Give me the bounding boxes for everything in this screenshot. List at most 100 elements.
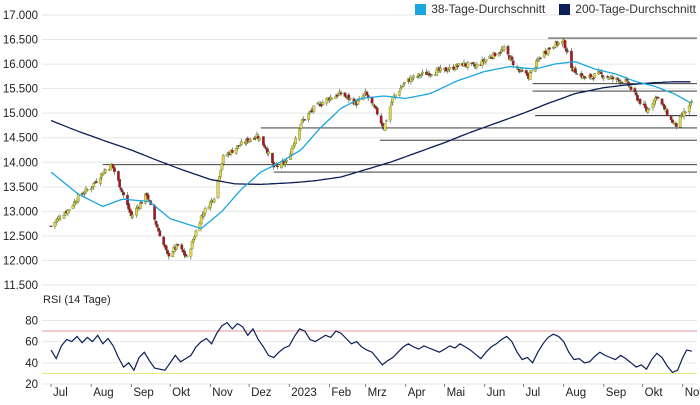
y-tick-label: 17.000 [3, 10, 38, 22]
candle-body [113, 167, 116, 172]
candle-body [400, 86, 404, 89]
candle-body [216, 179, 220, 198]
candle-body [101, 174, 105, 176]
candle-body [660, 98, 664, 105]
candle-body [606, 76, 610, 78]
candle-body [122, 192, 125, 196]
candle-body [519, 68, 523, 71]
candle-body [234, 147, 238, 154]
x-tick-label: Nov [212, 387, 233, 399]
candle-body [307, 113, 311, 120]
candle-body [189, 248, 193, 257]
candle-body [303, 119, 307, 121]
legend-swatch-ma200 [559, 3, 571, 15]
y-tick-label: 14.000 [3, 157, 38, 169]
candle-body [536, 59, 540, 62]
candle-body [193, 236, 197, 240]
candle-body [607, 78, 611, 80]
candle-body [529, 70, 533, 73]
rsi-y-tick-label: 60 [25, 337, 38, 349]
candle-body [506, 46, 510, 55]
candle-body [320, 104, 323, 107]
y-tick-label: 15.000 [3, 108, 38, 120]
candle-body [185, 255, 189, 258]
candle-body [212, 198, 216, 203]
x-tick-label: Sep [133, 387, 153, 399]
x-tick-label: Mrz [368, 387, 387, 399]
candle-body [284, 162, 287, 165]
candle-body [633, 88, 637, 93]
x-tick-label: Okt [172, 387, 191, 399]
x-tick-label: 2023 [291, 387, 317, 399]
candle-body [546, 48, 550, 55]
x-tick-label: Nov [685, 387, 700, 399]
candle-body [73, 201, 76, 206]
candle-body [439, 67, 443, 72]
candle-body [95, 181, 98, 183]
candle-body [146, 194, 150, 200]
candlesticks [49, 37, 694, 260]
candle-body [498, 52, 502, 54]
candle-body [390, 102, 393, 106]
candle-body [372, 103, 375, 106]
candle-body [566, 50, 569, 52]
candle-body [687, 105, 691, 113]
candle-body [665, 109, 669, 116]
candle-body [330, 97, 334, 100]
candle-body [466, 62, 470, 68]
candle-body [638, 98, 642, 105]
candle-body [394, 94, 397, 97]
x-tick-label: Apr [408, 387, 426, 399]
candle-body [548, 47, 551, 50]
candle-body [117, 171, 120, 181]
legend-swatch-ma38 [415, 3, 427, 15]
candle-body [375, 108, 379, 115]
candle-body [563, 40, 567, 49]
candle-body [154, 220, 158, 225]
candle-body [636, 95, 639, 101]
candle-body [239, 141, 243, 145]
candle-body [517, 68, 520, 71]
candle-body [356, 100, 360, 105]
candle-body [92, 183, 96, 187]
x-tick-label: Jul [526, 387, 541, 399]
candle-body [518, 70, 522, 72]
candle-body [164, 245, 168, 251]
candle-body [661, 103, 665, 106]
candle-body [104, 169, 107, 173]
candle-body [202, 213, 206, 217]
candle-body [475, 64, 479, 68]
candle-body [689, 102, 692, 106]
legend-item-ma200: 200-Tage-Durchschnitt [559, 2, 696, 16]
candle-body [421, 71, 424, 74]
candle-body [570, 50, 573, 68]
candle-body [416, 76, 419, 78]
candle-body [457, 63, 461, 66]
candle-body [271, 152, 274, 163]
ma38-line [50, 61, 691, 230]
candle-body [203, 208, 207, 214]
candle-body [690, 101, 694, 103]
candle-body [553, 46, 556, 49]
candle-body [388, 106, 392, 121]
candle-body [602, 76, 606, 79]
candle-body [590, 76, 594, 79]
candle-body [219, 170, 222, 178]
rsi-y-tick-label: 40 [25, 358, 38, 370]
x-tick-label: Aug [93, 387, 113, 399]
candle-body [89, 188, 93, 190]
candle-body [298, 128, 301, 140]
legend-item-ma38: 38-Tage-Durchschnitt [415, 2, 545, 16]
candle-body [528, 72, 532, 80]
candle-body [309, 110, 313, 112]
candle-body [627, 81, 630, 86]
y-tick-label: 13.500 [3, 182, 38, 194]
candle-body [435, 69, 439, 76]
candle-body [230, 149, 234, 153]
candle-body [399, 87, 402, 91]
x-tick-label: Okt [645, 387, 664, 399]
y-tick-label: 16.500 [3, 35, 38, 47]
candle-body [258, 137, 261, 141]
x-axis-ticks: Jul Aug Sep Okt Nov Dez 2023 Feb Mrz Apr Mai Jun Jul… [50, 384, 700, 399]
